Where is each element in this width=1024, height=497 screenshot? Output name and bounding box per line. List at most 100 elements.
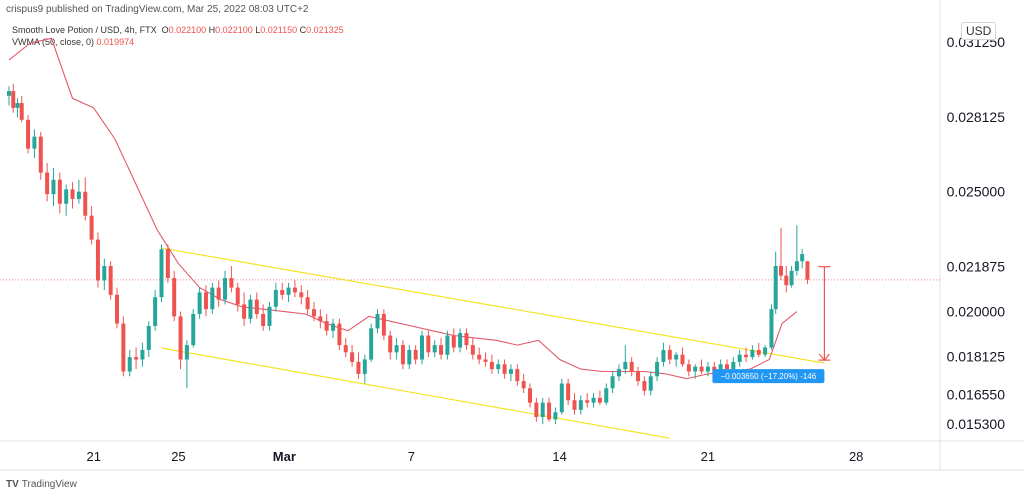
descending-channel[interactable] (161, 247, 825, 439)
candle (343, 337, 348, 358)
candle (318, 309, 323, 329)
grid-lines (0, 0, 1024, 471)
candle (337, 318, 342, 350)
candle (292, 280, 297, 298)
candle-body (229, 278, 234, 288)
candle-body (108, 266, 113, 295)
measure-label: −0.003650 (−17.20%) -146 (721, 372, 817, 381)
candle (172, 270, 177, 322)
time-tick-label: 14 (552, 449, 566, 464)
candle-body (388, 335, 393, 353)
candle (261, 304, 266, 331)
candle-body (458, 333, 463, 348)
candle-body (254, 299, 259, 314)
candle-body (483, 359, 488, 362)
candle-body (800, 254, 805, 262)
candle-body (159, 249, 164, 298)
vwma-path (8, 37, 798, 380)
candle-body (604, 388, 609, 403)
candle-body (400, 345, 405, 365)
candle-body (597, 397, 602, 403)
price-range-measure[interactable]: −0.003650 (−17.20%) -146 (712, 266, 831, 384)
candle (146, 321, 151, 358)
candle (184, 340, 189, 389)
candle (38, 131, 43, 180)
candle (445, 330, 450, 360)
candle (400, 340, 405, 370)
candle-body (64, 189, 69, 204)
candle (750, 345, 755, 360)
candle (273, 282, 278, 312)
candle (254, 292, 259, 319)
price-axis[interactable]: 0.0343750.0312500.0281250.0250000.021875… (947, 0, 1006, 432)
candle (769, 304, 774, 350)
candle-body (629, 361, 634, 372)
candle-body (121, 323, 126, 372)
candle-body (528, 388, 533, 403)
price-tick-label: 0.015300 (947, 416, 1006, 432)
candle-body (636, 371, 641, 382)
candle-body (445, 335, 450, 355)
candle-body (15, 103, 20, 108)
candle-body (324, 321, 329, 331)
candle-body (534, 402, 539, 418)
open-value: 0.022100 (168, 25, 207, 35)
candle-body (292, 287, 297, 293)
candle (559, 378, 564, 415)
candle-body (261, 313, 266, 326)
candle (95, 232, 100, 288)
brand-footer[interactable]: TV TradingView (6, 479, 77, 490)
candle (51, 167, 56, 207)
candle-body (623, 361, 628, 370)
candle (756, 342, 761, 358)
close-value: 0.021325 (306, 25, 344, 35)
candle (547, 397, 552, 422)
candle-body (32, 136, 37, 149)
candle-body (45, 172, 50, 195)
candle-body (667, 349, 672, 360)
low-value: 0.021150 (260, 25, 298, 35)
candle-body (331, 323, 336, 331)
candle (458, 328, 463, 353)
vwma-line (8, 37, 798, 380)
indicator-value: 0.019974 (96, 37, 135, 47)
candle-body (778, 266, 783, 276)
time-axis[interactable]: 21 25 Mar 7 14 21 28 (86, 449, 863, 464)
candle (451, 328, 456, 353)
candle (210, 282, 215, 314)
candle (642, 376, 647, 396)
candle-body (102, 266, 107, 281)
candle-body (235, 287, 240, 305)
candle-body (642, 381, 647, 391)
candle-body (674, 354, 679, 360)
time-tick-label: 7 (408, 449, 415, 464)
candle (115, 287, 120, 329)
time-tick-label: 21 (86, 449, 100, 464)
candle (203, 285, 208, 317)
candle (57, 172, 62, 214)
candle (477, 347, 482, 365)
candle (572, 393, 577, 415)
candle (661, 342, 666, 367)
candle (674, 352, 679, 367)
candle-body (19, 103, 24, 120)
candle-body (76, 191, 81, 199)
candle (242, 292, 247, 326)
price-tick-label: 0.021875 (947, 259, 1006, 275)
measure-label-box (712, 369, 825, 384)
currency-button[interactable]: USD (961, 22, 997, 40)
candle (636, 366, 641, 386)
candle-body (572, 400, 577, 410)
candle (127, 349, 132, 377)
candle (11, 83, 16, 113)
candle (388, 330, 393, 360)
candle-body (439, 345, 444, 355)
candle-body (591, 397, 596, 403)
candle (369, 323, 374, 362)
symbol-legend[interactable]: Smooth Love Potion / USD, 4h, FTX O0.022… (12, 25, 344, 35)
time-tick-label: 28 (849, 449, 863, 464)
candle (19, 95, 24, 123)
candle (324, 313, 329, 336)
